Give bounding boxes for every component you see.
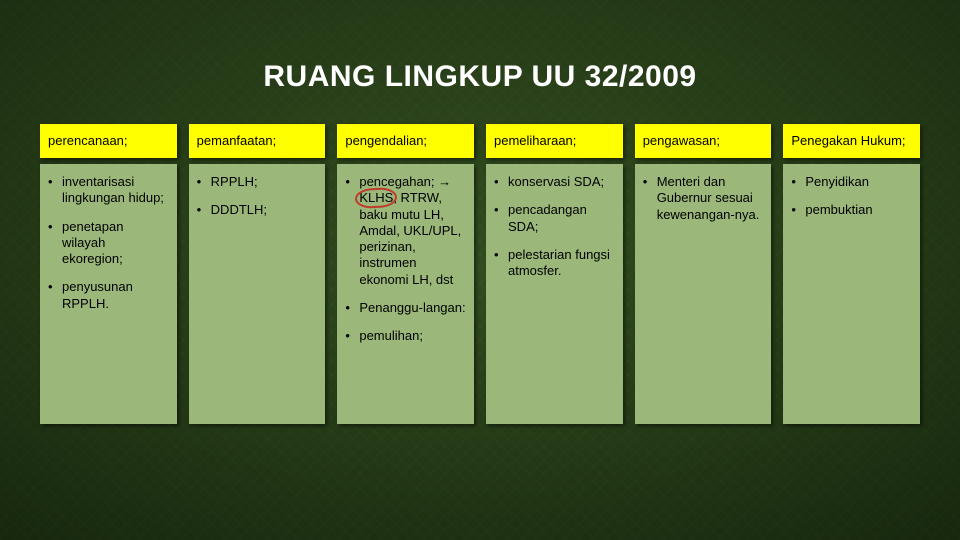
- list-item: penetapan wilayah ekoregion;: [48, 219, 169, 268]
- bullet-list: Menteri dan Gubernur sesuai kewenangan-n…: [643, 174, 764, 223]
- column-body: inventarisasi lingkungan hidup; penetapa…: [40, 164, 177, 424]
- bullet-list: Penyidikan pembuktian: [791, 174, 912, 219]
- column-body: RPPLH; DDDTLH;: [189, 164, 326, 424]
- list-item: pembuktian: [791, 202, 912, 218]
- column-body: Menteri dan Gubernur sesuai kewenangan-n…: [635, 164, 772, 424]
- list-item: konservasi SDA;: [494, 174, 615, 190]
- list-item: pencadangan SDA;: [494, 202, 615, 235]
- list-item: DDDTLH;: [197, 202, 318, 218]
- column-body: konservasi SDA; pencadangan SDA; pelesta…: [486, 164, 623, 424]
- column-header: pengendalian;: [337, 124, 474, 158]
- list-item: pemulihan;: [345, 328, 466, 344]
- bullet-list: RPPLH; DDDTLH;: [197, 174, 318, 219]
- column-body: Penyidikan pembuktian: [783, 164, 920, 424]
- column-pemeliharaan: pemeliharaan; konservasi SDA; pencadanga…: [486, 124, 623, 424]
- list-item: pencegahan; → KLHS, RTRW, baku mutu LH, …: [345, 174, 466, 288]
- column-body: pencegahan; → KLHS, RTRW, baku mutu LH, …: [337, 164, 474, 424]
- column-perencanaan: perencanaan; inventarisasi lingkungan hi…: [40, 124, 177, 424]
- list-item: Menteri dan Gubernur sesuai kewenangan-n…: [643, 174, 764, 223]
- list-item: Penyidikan: [791, 174, 912, 190]
- column-header: pengawasan;: [635, 124, 772, 158]
- column-pengendalian: pengendalian; pencegahan; → KLHS, RTRW, …: [337, 124, 474, 424]
- column-header: pemeliharaan;: [486, 124, 623, 158]
- list-item: inventarisasi lingkungan hidup;: [48, 174, 169, 207]
- list-item: pelestarian fungsi atmosfer.: [494, 247, 615, 280]
- list-item: RPPLH;: [197, 174, 318, 190]
- columns-container: perencanaan; inventarisasi lingkungan hi…: [40, 124, 920, 424]
- bullet-list: inventarisasi lingkungan hidup; penetapa…: [48, 174, 169, 312]
- slide: RUANG LINGKUP UU 32/2009 perencanaan; in…: [0, 0, 960, 540]
- column-pemanfaatan: pemanfaatan; RPPLH; DDDTLH;: [189, 124, 326, 424]
- column-header: Penegakan Hukum;: [783, 124, 920, 158]
- column-header: perencanaan;: [40, 124, 177, 158]
- list-item: penyusunan RPPLH.: [48, 279, 169, 312]
- list-item: Penanggu-langan:: [345, 300, 466, 316]
- page-title: RUANG LINGKUP UU 32/2009: [40, 60, 920, 94]
- column-penegakan-hukum: Penegakan Hukum; Penyidikan pembuktian: [783, 124, 920, 424]
- column-header: pemanfaatan;: [189, 124, 326, 158]
- bullet-list: pencegahan; → KLHS, RTRW, baku mutu LH, …: [345, 174, 466, 344]
- column-pengawasan: pengawasan; Menteri dan Gubernur sesuai …: [635, 124, 772, 424]
- bullet-list: konservasi SDA; pencadangan SDA; pelesta…: [494, 174, 615, 279]
